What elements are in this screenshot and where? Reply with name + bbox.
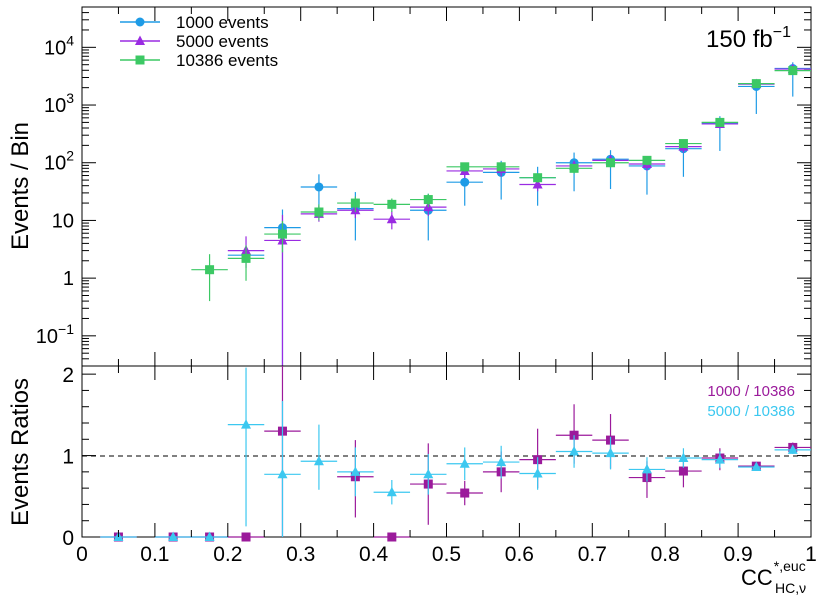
data-point: [533, 173, 543, 183]
ratio-point: [241, 532, 251, 542]
luminosity-exponent: −1: [773, 24, 791, 41]
data-point: [532, 178, 543, 189]
ratio-point: [787, 444, 798, 454]
bottom-y-tick-label: 2: [62, 364, 74, 387]
data-point: [350, 198, 360, 208]
data-point: [751, 79, 761, 89]
bottom-panel: 0 1 2 Events Ratios 1000 / 10386 5000 / 10…: [7, 364, 817, 596]
top-y-tick-label: 1: [63, 268, 74, 290]
ratio-point: [605, 447, 616, 458]
legend-marker: [135, 17, 145, 27]
ratio-point: [168, 531, 179, 541]
top-y-tick-label: 103: [44, 90, 74, 117]
ratio-point: [423, 468, 434, 479]
legend-label: 10386 events: [176, 51, 278, 70]
ratio-point: [569, 446, 580, 456]
ratio-label-5000: 5000 / 10386: [707, 403, 795, 420]
ratio-series-1: [100, 367, 811, 541]
ratio-point: [313, 455, 324, 466]
top-y-tick-label: 104: [44, 32, 74, 59]
data-point: [715, 117, 725, 127]
ratio-point: [204, 531, 215, 541]
ratio-point: [386, 486, 397, 497]
ratio-point: [387, 532, 397, 542]
series-2: [191, 66, 811, 302]
data-point: [496, 162, 506, 172]
x-axis-label: CC*,euc HC,ν: [741, 558, 806, 596]
x-tick-label: 0.4: [359, 543, 389, 566]
x-tick-label: 0.8: [651, 543, 680, 566]
luminosity-label: 150 fb−1: [706, 24, 791, 53]
luminosity-text: 150 fb: [706, 26, 773, 53]
ratio-point: [496, 456, 507, 467]
x-tick-label: 0.7: [578, 543, 607, 566]
ratio-series-0: [100, 366, 811, 542]
data-point: [386, 213, 397, 224]
top-y-tick-label: 10: [52, 210, 74, 232]
ratio-point: [277, 468, 288, 479]
ratio-point: [714, 454, 725, 464]
bottom-y-tick-label: 0: [62, 527, 74, 550]
x-tick-label: 0.3: [286, 543, 315, 566]
bottom-y-tick-label: 1: [62, 446, 74, 469]
data-point: [205, 265, 215, 275]
ratio-point: [532, 467, 543, 478]
data-point: [387, 199, 397, 209]
top-y-axis-label: Events / Bin: [7, 122, 34, 250]
ratio-label-1000: 1000 / 10386: [707, 383, 795, 400]
data-point: [460, 177, 470, 187]
top-y-tick-label: 102: [44, 148, 74, 175]
data-point: [788, 66, 798, 76]
x-axis-label-base: CC: [741, 565, 773, 590]
data-point: [277, 229, 287, 239]
x-tick-label: 0.5: [432, 543, 461, 566]
top-y-tick-label: 10−1: [36, 321, 74, 348]
legend-label: 1000 events: [176, 13, 269, 32]
legend-label: 5000 events: [176, 32, 269, 51]
ratio-point: [241, 419, 252, 429]
bottom-plot-frame: [81, 365, 812, 538]
ratio-point: [350, 466, 361, 476]
top-panel: 10−1 1 10 102 103 104 Events / Bin 150 fb−1 1…: [7, 6, 812, 367]
ratio-point: [678, 452, 689, 463]
data-point: [678, 139, 688, 149]
legend-marker: [135, 55, 145, 65]
x-tick-label: 0: [76, 543, 88, 566]
ratio-point: [641, 463, 652, 474]
ratio-point: [460, 488, 470, 498]
data-point: [569, 163, 579, 173]
x-tick-label: 0.1: [140, 543, 169, 566]
data-point: [460, 162, 470, 172]
data-point: [314, 207, 324, 217]
data-point: [606, 158, 616, 168]
x-tick-label: 0.2: [213, 543, 242, 566]
ratio-point: [678, 466, 688, 476]
data-point: [241, 253, 251, 263]
x-tick-label: 0.9: [723, 543, 752, 566]
data-point: [423, 195, 433, 205]
legend-marker: [135, 35, 145, 45]
ratio-point: [751, 461, 762, 471]
x-axis-label-sub: HC,ν: [775, 580, 806, 596]
data-point: [642, 155, 652, 165]
x-tick-label: 1: [805, 543, 817, 566]
bottom-y-axis-label: Events Ratios: [7, 378, 34, 526]
x-tick-label: 0.6: [505, 543, 534, 566]
x-axis-label-sup: *,euc: [774, 558, 806, 574]
data-point: [314, 182, 324, 192]
ratio-point: [459, 458, 470, 468]
